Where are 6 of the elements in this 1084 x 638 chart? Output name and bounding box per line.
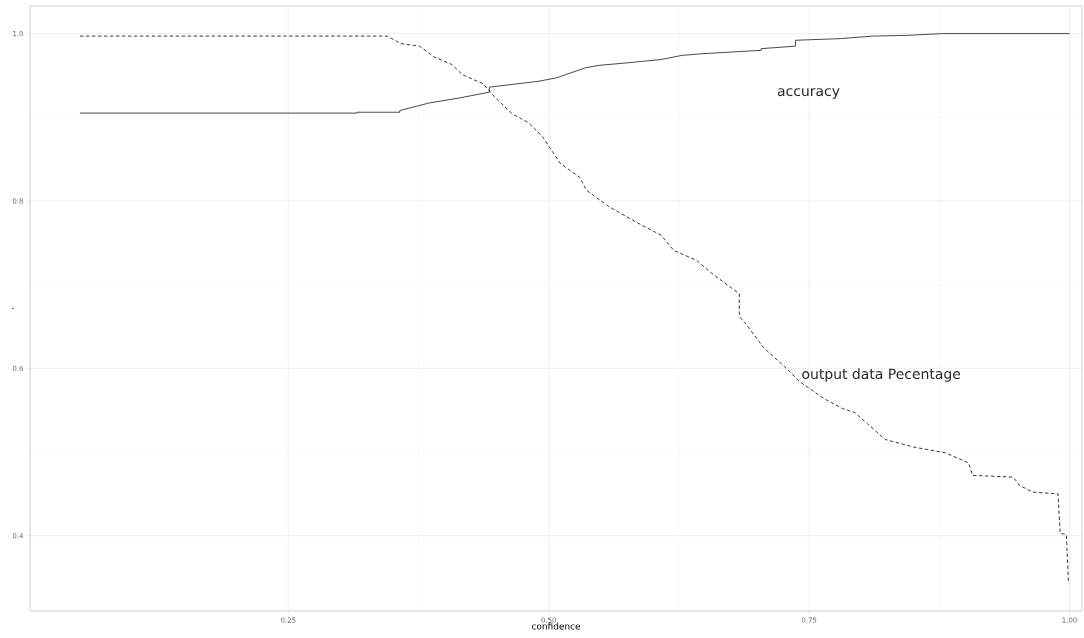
- y-axis-title: .: [12, 308, 14, 309]
- series-label: output data Pecentage: [802, 368, 961, 382]
- line-series: [79, 33, 1070, 114]
- text: accuracy: [777, 88, 840, 99]
- x-axis-title: confidence: [531, 622, 581, 630]
- line-series: [79, 35, 1069, 584]
